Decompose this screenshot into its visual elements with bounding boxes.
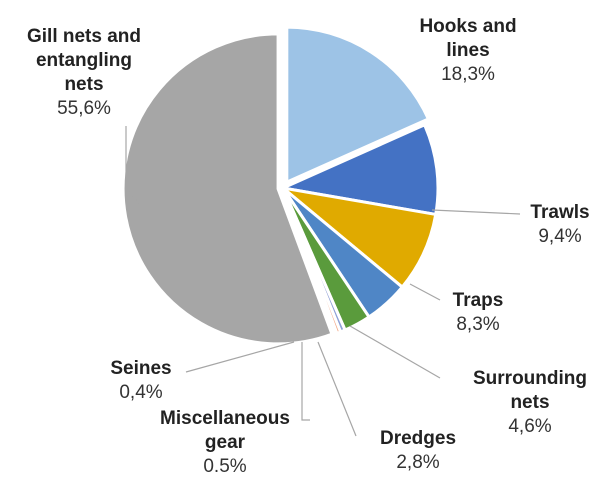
slice-value-dredges: 2,8% [396, 452, 439, 473]
data-label-seines: Seines 0,4% [110, 358, 171, 403]
pie-slice-gill-nets-and-entangling-nets [121, 32, 334, 346]
slice-name-hooks-and-lines: lines [446, 40, 489, 61]
leader-lines [125, 126, 521, 437]
slice-value-miscellaneous-gear: 0.5% [203, 456, 246, 477]
slice-value-seines: 0,4% [119, 382, 162, 403]
slice-value-trawls: 9,4% [538, 226, 581, 247]
data-label-miscellaneous-gear: Miscellaneous gear 0.5% [160, 408, 290, 477]
slice-name-trawls: Trawls [530, 202, 589, 223]
slice-name-gill-nets-and-entangling-nets: entangling [36, 50, 132, 71]
slice-name-miscellaneous-gear: Miscellaneous [160, 408, 290, 429]
data-label-gill-nets-and-entangling-nets: Gill nets and entangling nets 55,6% [27, 26, 141, 119]
slice-value-traps: 8,3% [456, 314, 499, 335]
pie-slices [121, 25, 440, 346]
data-label-hooks-and-lines: Hooks and lines 18,3% [419, 16, 516, 85]
slice-value-surrounding-nets: 4,6% [508, 416, 551, 437]
pie-slice-trawls [281, 123, 440, 216]
data-label-trawls: Trawls 9,4% [530, 202, 589, 247]
slice-name-hooks-and-lines: Hooks and [419, 16, 516, 37]
leader-line-miscellaneous-gear [301, 342, 310, 421]
data-label-surrounding-nets: Surrounding nets 4,6% [473, 368, 587, 437]
leader-line-traps [409, 283, 441, 301]
leader-line-gill-nets-and-entangling-nets [125, 126, 141, 205]
slice-name-surrounding-nets: nets [510, 392, 549, 413]
slice-name-gill-nets-and-entangling-nets: nets [64, 74, 103, 95]
data-label-dredges: Dredges 2,8% [380, 428, 456, 473]
leader-line-dredges [317, 341, 357, 437]
slice-name-traps: Traps [453, 290, 504, 311]
slice-name-surrounding-nets: Surrounding [473, 368, 587, 389]
slice-name-seines: Seines [110, 358, 171, 379]
slice-value-hooks-and-lines: 18,3% [441, 64, 495, 85]
data-label-traps: Traps 8,3% [453, 290, 504, 335]
slice-name-dredges: Dredges [380, 428, 456, 449]
leader-line-trawls [431, 209, 521, 215]
slice-name-gill-nets-and-entangling-nets: Gill nets and [27, 26, 141, 47]
data-labels: Hooks and lines 18,3% Trawls 9,4% Traps 8,3% Su… [27, 16, 590, 477]
leader-line-surrounding-nets [349, 325, 441, 379]
pie-slice-hooks-and-lines [285, 25, 430, 184]
pie-slice-seines [281, 186, 343, 335]
leader-line-seines [185, 341, 295, 373]
slice-name-miscellaneous-gear: gear [205, 432, 246, 453]
slice-value-gill-nets-and-entangling-nets: 55,6% [57, 98, 111, 119]
